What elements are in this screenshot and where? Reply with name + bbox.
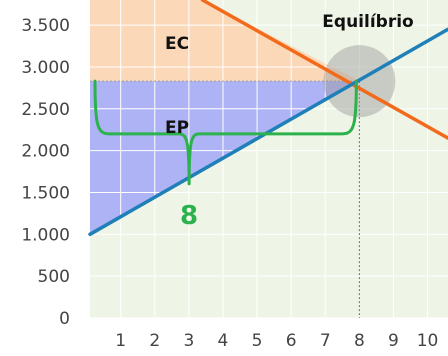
x-tick-label: 6 [286,331,297,351]
demand-line [200,0,448,140]
y-tick-label: 1.500 [21,183,70,203]
plot-area [90,0,448,319]
x-tick-label: 4 [218,331,229,351]
x-axis-ticks: 1 2 3 4 5 6 7 8 9 10 [115,331,438,351]
y-tick-label: 2.500 [21,100,70,120]
y-tick-label: 3.500 [21,16,70,36]
y-tick-label: 2.000 [21,142,70,162]
consumer-surplus-area [90,0,360,82]
supply-line [88,27,448,237]
x-tick-label: 1 [115,331,126,351]
bracket [93,79,358,186]
equilibrium-label: Equilíbrio [322,12,413,32]
consumer-surplus-label: EC [165,34,189,54]
grid [90,0,448,319]
x-tick-label: 7 [320,331,331,351]
x-tick-label: 5 [252,331,263,351]
producer-surplus-label: EP [165,118,189,138]
x-tick-label: 10 [417,331,439,351]
x-tick-label: 8 [354,331,365,351]
bracket-value-label: 8 [180,201,198,231]
y-tick-label: 3.000 [21,58,70,78]
y-tick-label: 500 [38,267,70,287]
x-tick-label: 9 [388,331,399,351]
x-tick-label: 2 [149,331,160,351]
x-tick-label: 3 [183,331,194,351]
y-tick-label: 1.000 [21,225,70,245]
y-tick-label: 0 [59,309,70,329]
y-axis-ticks: 0 500 1.000 1.500 2.000 2.500 3.000 3.500 [21,16,70,329]
